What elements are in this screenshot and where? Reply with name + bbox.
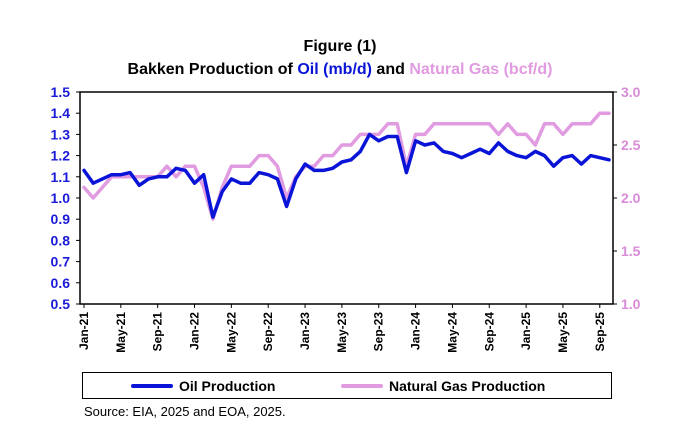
x-axis-tick-label: Jan-21: [77, 312, 91, 350]
legend-swatch-oil: [131, 384, 173, 388]
x-axis-tick-label: Jan-23: [298, 312, 312, 350]
right-axis-tick-label: 1.0: [621, 296, 641, 312]
right-axis-tick-label: 2.5: [621, 137, 641, 153]
x-axis-tick-label: May-21: [114, 312, 128, 353]
subtitle-and: and: [371, 61, 410, 78]
legend-label-oil: Oil Production: [179, 378, 276, 394]
left-axis-tick-label: 0.5: [51, 296, 71, 312]
left-axis-tick-label: 1.5: [51, 84, 71, 100]
left-axis-tick-label: 0.8: [51, 232, 71, 248]
legend: Oil Production Natural Gas Production: [82, 372, 612, 399]
series-line-oil: [82, 132, 611, 219]
x-axis-tick-label: May-23: [335, 312, 349, 353]
left-axis-tick-label: 0.9: [51, 211, 71, 227]
x-axis-tick-label: Sep-22: [261, 312, 275, 352]
x-axis-tick-label: May-24: [445, 312, 459, 353]
chart-subtitle: Bakken Production of Oil (mb/d) and Natu…: [0, 61, 680, 79]
subtitle-oil: Oil (mb/d): [297, 61, 372, 78]
legend-label-gas: Natural Gas Production: [389, 378, 546, 394]
legend-item-oil: Oil Production: [131, 378, 275, 394]
subtitle-prefix: Bakken Production of: [127, 61, 298, 78]
x-axis-tick-label: May-22: [224, 312, 238, 353]
plot-area-frame: [79, 91, 614, 305]
x-axis-tick-label: Sep-24: [482, 312, 496, 352]
source-note: Source: EIA, 2025 and EOA, 2025.: [84, 404, 286, 419]
x-axis-tick-label: Sep-23: [372, 312, 386, 352]
legend-swatch-gas: [341, 384, 383, 388]
x-axis-tick-label: Jan-22: [188, 312, 202, 350]
x-axis-tick-label: Jan-24: [409, 312, 423, 350]
left-axis-tick-label: 1.0: [51, 190, 71, 206]
left-axis-tick-label: 1.3: [51, 126, 71, 142]
right-axis-tick-label: 2.0: [621, 190, 641, 206]
series-line-gas: [82, 111, 611, 221]
x-axis-tick-label: Sep-21: [151, 312, 165, 352]
x-axis-tick-label: Sep-25: [593, 312, 607, 352]
x-axis-tick-label: May-25: [556, 312, 570, 353]
right-axis-tick-label: 3.0: [621, 84, 641, 100]
legend-item-gas: Natural Gas Production: [341, 378, 545, 394]
subtitle-gas: Natural Gas (bcf/d): [409, 61, 553, 78]
chart-title: Figure (1): [303, 38, 377, 55]
left-axis-tick-label: 1.1: [51, 169, 71, 185]
x-axis-tick-label: Jan-25: [519, 312, 533, 350]
left-axis-tick-label: 1.4: [51, 105, 71, 121]
right-axis-tick-label: 1.5: [621, 243, 641, 259]
left-axis-tick-label: 0.6: [51, 275, 71, 291]
left-axis-tick-label: 0.7: [51, 254, 71, 270]
left-axis-tick-label: 1.2: [51, 148, 71, 164]
